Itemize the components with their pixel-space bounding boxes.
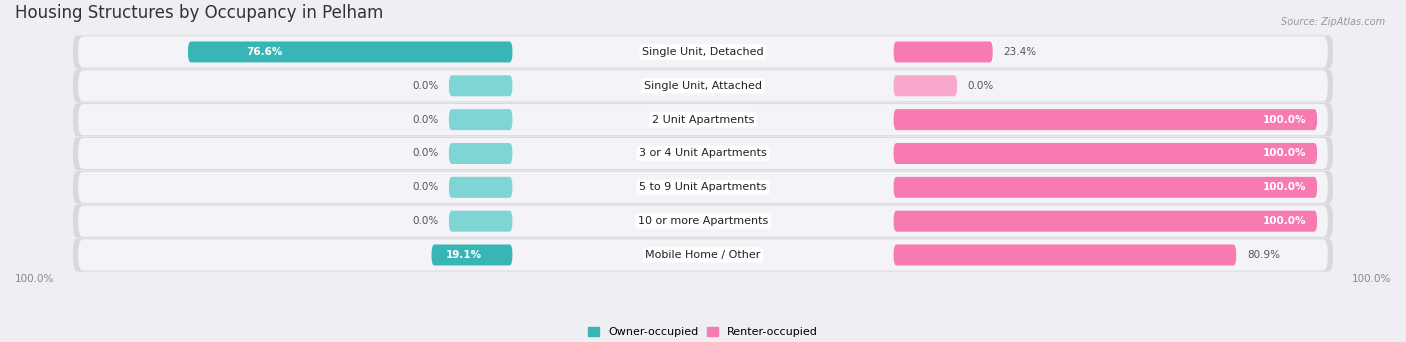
Text: 100.0%: 100.0% [1263, 148, 1306, 158]
FancyBboxPatch shape [79, 206, 1327, 237]
FancyBboxPatch shape [79, 138, 1327, 169]
FancyBboxPatch shape [894, 177, 1317, 198]
FancyBboxPatch shape [79, 239, 1327, 271]
FancyBboxPatch shape [449, 211, 512, 232]
FancyBboxPatch shape [894, 41, 993, 63]
FancyBboxPatch shape [79, 172, 1327, 203]
FancyBboxPatch shape [894, 75, 957, 96]
Text: 23.4%: 23.4% [1004, 47, 1036, 57]
Text: Single Unit, Detached: Single Unit, Detached [643, 47, 763, 57]
Text: 100.0%: 100.0% [1263, 182, 1306, 192]
Text: 76.6%: 76.6% [246, 47, 283, 57]
FancyBboxPatch shape [449, 75, 512, 96]
FancyBboxPatch shape [894, 143, 1317, 164]
FancyBboxPatch shape [432, 245, 512, 265]
Text: 0.0%: 0.0% [967, 81, 994, 91]
FancyBboxPatch shape [449, 177, 512, 198]
Text: 0.0%: 0.0% [412, 81, 439, 91]
FancyBboxPatch shape [79, 36, 1327, 67]
FancyBboxPatch shape [73, 137, 1333, 170]
Text: 10 or more Apartments: 10 or more Apartments [638, 216, 768, 226]
Text: 5 to 9 Unit Apartments: 5 to 9 Unit Apartments [640, 182, 766, 192]
Text: 0.0%: 0.0% [412, 115, 439, 124]
FancyBboxPatch shape [79, 104, 1327, 135]
FancyBboxPatch shape [894, 211, 1317, 232]
FancyBboxPatch shape [188, 41, 512, 63]
Text: Mobile Home / Other: Mobile Home / Other [645, 250, 761, 260]
Text: 0.0%: 0.0% [412, 182, 439, 192]
Text: 2 Unit Apartments: 2 Unit Apartments [652, 115, 754, 124]
Text: 100.0%: 100.0% [1353, 274, 1392, 284]
Text: Housing Structures by Occupancy in Pelham: Housing Structures by Occupancy in Pelha… [14, 4, 382, 22]
Text: 100.0%: 100.0% [1263, 216, 1306, 226]
FancyBboxPatch shape [449, 143, 512, 164]
Legend: Owner-occupied, Renter-occupied: Owner-occupied, Renter-occupied [588, 327, 818, 337]
FancyBboxPatch shape [73, 171, 1333, 204]
Text: 19.1%: 19.1% [446, 250, 482, 260]
FancyBboxPatch shape [894, 245, 1236, 265]
Text: Single Unit, Attached: Single Unit, Attached [644, 81, 762, 91]
FancyBboxPatch shape [73, 35, 1333, 68]
Text: 80.9%: 80.9% [1247, 250, 1279, 260]
Text: 100.0%: 100.0% [1263, 115, 1306, 124]
Text: 0.0%: 0.0% [412, 216, 439, 226]
Text: Source: ZipAtlas.com: Source: ZipAtlas.com [1281, 17, 1385, 27]
FancyBboxPatch shape [73, 205, 1333, 238]
FancyBboxPatch shape [73, 69, 1333, 102]
FancyBboxPatch shape [73, 238, 1333, 272]
FancyBboxPatch shape [894, 109, 1317, 130]
FancyBboxPatch shape [79, 70, 1327, 101]
FancyBboxPatch shape [73, 103, 1333, 136]
Text: 3 or 4 Unit Apartments: 3 or 4 Unit Apartments [640, 148, 766, 158]
Text: 100.0%: 100.0% [14, 274, 53, 284]
Text: 0.0%: 0.0% [412, 148, 439, 158]
FancyBboxPatch shape [449, 109, 512, 130]
